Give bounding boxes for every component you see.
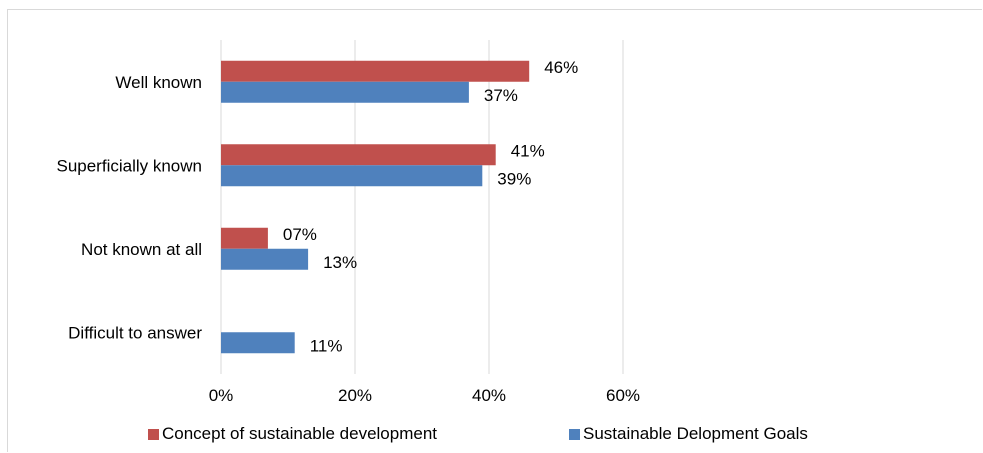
data-label: 07%: [283, 225, 317, 244]
data-label: 37%: [484, 86, 518, 105]
data-label: 41%: [511, 141, 545, 160]
data-labels: 46% 41% 07% 37% 39% 13% 11%: [283, 58, 578, 356]
data-label: 39%: [497, 169, 531, 188]
data-label: 46%: [544, 58, 578, 77]
bar-sdg: [221, 165, 483, 187]
value-axis-labels: 0% 20% 40% 60%: [209, 386, 640, 405]
bar-sdg: [221, 248, 309, 270]
data-label: 11%: [310, 336, 343, 355]
category-label: Superficially known: [56, 156, 202, 175]
legend-item-sdg: Sustainable Delopment Goals: [569, 424, 808, 444]
bar-concept: [221, 227, 268, 249]
bar-concept: [221, 60, 530, 82]
legend-item-concept: Concept of sustainable development: [148, 424, 437, 444]
bars: [221, 60, 530, 354]
category-label: Difficult to answer: [68, 323, 202, 342]
legend-label-sdg: Sustainable Delopment Goals: [583, 424, 808, 443]
legend-swatch-concept: [148, 428, 159, 440]
category-label: Well known: [115, 73, 202, 92]
bar-sdg: [221, 81, 469, 103]
x-tick-label: 0%: [209, 386, 234, 405]
x-tick-label: 20%: [338, 386, 372, 405]
x-tick-label: 60%: [606, 386, 640, 405]
category-label: Not known at all: [81, 240, 202, 259]
chart-frame: [7, 9, 982, 452]
x-tick-label: 40%: [472, 386, 506, 405]
category-axis-labels: Well known Superficially known Not known a…: [56, 73, 202, 343]
legend-label-concept: Concept of sustainable development: [162, 424, 438, 443]
data-label: 13%: [323, 253, 357, 272]
bar-sdg: [221, 332, 295, 354]
bar-concept: [221, 144, 496, 166]
legend-swatch-sdg: [569, 428, 580, 440]
